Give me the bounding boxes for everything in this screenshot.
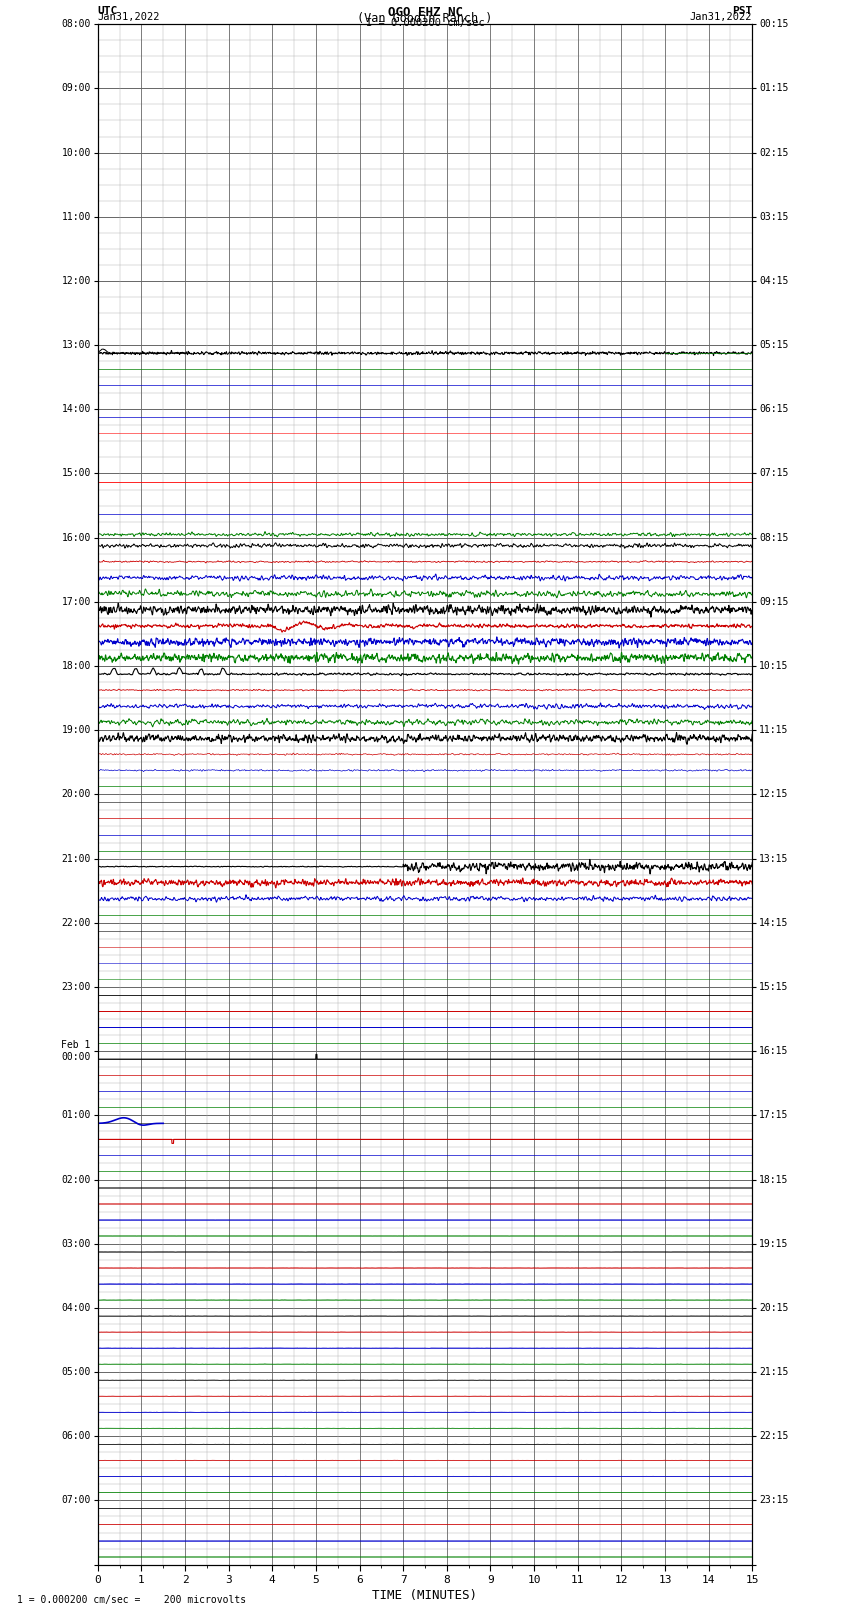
Text: (Van Goodin Ranch ): (Van Goodin Ranch )	[357, 11, 493, 26]
Text: UTC: UTC	[98, 5, 118, 16]
Text: PST: PST	[732, 5, 752, 16]
Text: I = 0.000200 cm/sec: I = 0.000200 cm/sec	[366, 18, 484, 27]
Text: 1 = 0.000200 cm/sec =    200 microvolts: 1 = 0.000200 cm/sec = 200 microvolts	[17, 1595, 246, 1605]
Text: OGO EHZ NC: OGO EHZ NC	[388, 5, 462, 19]
Text: Jan31,2022: Jan31,2022	[689, 11, 752, 23]
X-axis label: TIME (MINUTES): TIME (MINUTES)	[372, 1589, 478, 1602]
Text: Jan31,2022: Jan31,2022	[98, 11, 161, 23]
